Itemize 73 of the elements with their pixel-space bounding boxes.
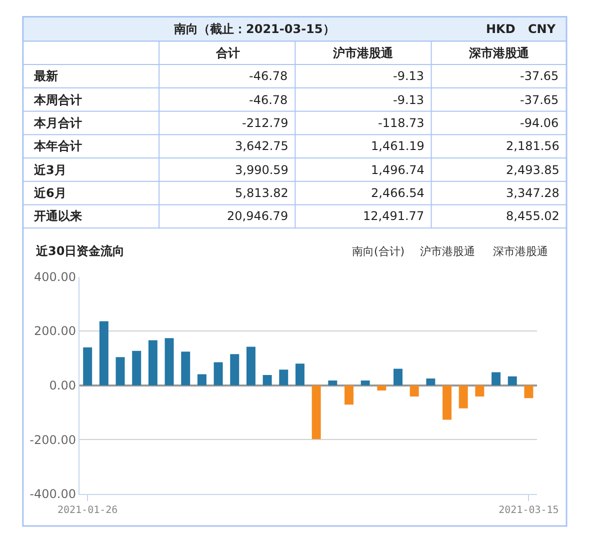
bar xyxy=(116,357,125,386)
text: -9.13 xyxy=(393,69,424,83)
text: 沪市港股通 xyxy=(332,46,394,60)
text: -94.06 xyxy=(520,116,559,130)
text: 20,946.79 xyxy=(227,209,288,223)
bar xyxy=(410,385,419,396)
bar xyxy=(295,364,304,386)
text: 本年合计 xyxy=(33,139,82,153)
text: 近6月 xyxy=(33,186,66,200)
text: 3,642.75 xyxy=(235,139,288,153)
y-tick-label: 400.00 xyxy=(34,270,76,284)
bar xyxy=(458,385,468,408)
text: 近3月 xyxy=(33,163,66,177)
y-tick-label: -400.00 xyxy=(30,487,76,502)
text: 12,491.77 xyxy=(363,209,424,223)
text: -37.65 xyxy=(520,69,559,83)
text: 3,990.59 xyxy=(235,163,288,177)
bar xyxy=(164,338,174,386)
text: -9.13 xyxy=(393,93,424,107)
text: 南向（截止：2021-03-15） xyxy=(173,22,335,36)
bar xyxy=(214,362,223,386)
bar xyxy=(279,370,288,386)
bar xyxy=(394,368,403,386)
bar xyxy=(344,385,354,405)
text: 南向(合计) xyxy=(352,245,405,258)
bar xyxy=(230,354,240,386)
bar xyxy=(524,385,534,398)
bar xyxy=(181,352,190,386)
bar xyxy=(83,347,92,386)
text: 合计 xyxy=(215,46,240,60)
y-tick-label: 0.00 xyxy=(49,378,76,393)
text: 本月合计 xyxy=(33,116,82,130)
bar xyxy=(246,346,256,386)
text: 开通以来 xyxy=(33,209,82,223)
bar xyxy=(377,385,386,390)
chart-title: 近30日资金流向 xyxy=(35,244,125,258)
y-tick-label: -200.00 xyxy=(30,432,76,447)
text: CNY xyxy=(528,22,556,36)
bar xyxy=(99,321,108,386)
bar xyxy=(508,376,517,386)
text: 2,466.54 xyxy=(371,186,424,200)
text: -212.79 xyxy=(242,116,288,130)
text: HKD xyxy=(486,22,516,36)
text: -118.73 xyxy=(378,116,424,130)
text: 5,813.82 xyxy=(235,186,288,200)
text: 1,496.74 xyxy=(371,163,424,177)
text: 3,347.28 xyxy=(506,186,560,200)
bar xyxy=(442,385,452,420)
text: -37.65 xyxy=(520,93,559,107)
text: 2,493.85 xyxy=(506,163,560,177)
text: 沪市港股通 xyxy=(420,245,475,258)
text: -46.78 xyxy=(249,93,288,107)
bar xyxy=(492,372,501,386)
bar xyxy=(360,380,370,386)
text: 1,461.19 xyxy=(371,139,424,153)
bar xyxy=(312,385,321,440)
text: 8,455.02 xyxy=(506,209,560,223)
bar xyxy=(148,340,158,386)
text: 最新 xyxy=(33,69,58,83)
x-tick-label: 2021-01-26 xyxy=(57,504,118,516)
bar xyxy=(475,385,484,396)
text: -46.78 xyxy=(249,69,288,83)
text: 深市港股通 xyxy=(468,46,530,60)
bar xyxy=(328,380,338,386)
x-tick-label: 2021-03-15 xyxy=(498,504,559,516)
bar xyxy=(132,350,142,386)
text: 深市港股通 xyxy=(493,245,548,258)
bar xyxy=(197,374,206,386)
bar xyxy=(262,375,272,386)
y-tick-label: 200.00 xyxy=(34,324,76,338)
text: 2,181.56 xyxy=(506,139,560,153)
text: 本周合计 xyxy=(33,93,82,107)
bar xyxy=(426,378,436,386)
